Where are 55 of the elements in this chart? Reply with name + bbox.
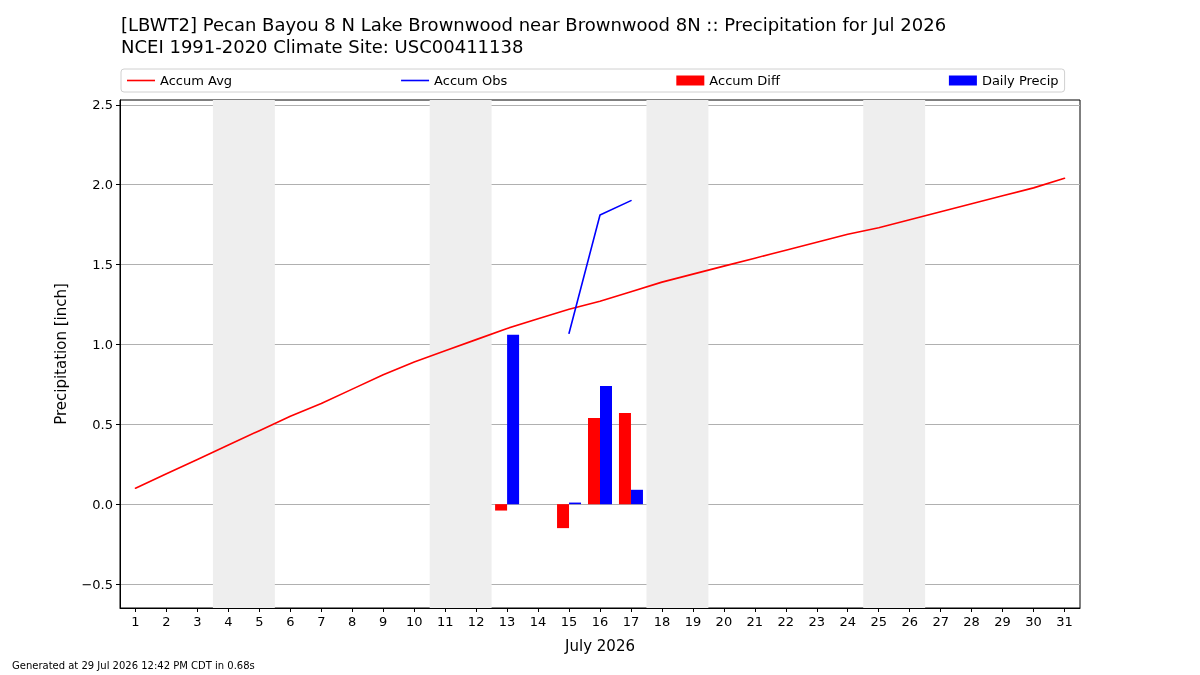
x-tick-label: 18 [653,614,671,629]
y-tick-label: −0.5 [81,576,113,592]
x-tick-label: 4 [224,614,233,629]
x-tick-label: 17 [622,614,640,629]
bar [557,504,570,529]
chart-subtitle: NCEI 1991-2020 Climate Site: USC00411138 [121,35,524,57]
x-tick-label: 22 [777,614,795,629]
y-tick-label: 1.0 [92,336,113,352]
x-tick-label: 14 [529,614,547,629]
x-tick-label: 10 [405,614,423,629]
y-tick-label: 0.5 [92,416,113,432]
x-tick-label: 28 [963,614,980,629]
legend-label: Accum Diff [709,73,781,88]
y-tick-label: 2.5 [92,97,113,113]
legend-label: Accum Obs [434,73,508,88]
x-tick-label: 13 [498,614,516,629]
x-tick-label: 8 [348,614,357,629]
x-tick-label: 26 [901,614,918,629]
x-tick-label: 2 [162,614,171,629]
legend-label: Accum Avg [160,73,233,88]
x-tick-label: 29 [994,614,1011,629]
text: Generated at 29 Jul 2026 12:42 PM CDT in 0.68s [12,659,255,671]
x-tick-label: 30 [1025,614,1042,629]
x-tick-label: 12 [467,614,485,629]
bar [507,334,520,505]
bar [588,417,600,505]
x-tick-label: 25 [870,614,887,629]
x-tick-label: 11 [436,614,454,629]
x-tick-label: 19 [684,614,702,629]
bar [495,504,508,511]
y-tick-label: 1.5 [92,257,113,273]
bar [600,385,612,505]
bar [630,489,643,505]
x-tick-label: 3 [193,614,202,629]
y-axis-title: Precipitation [inch] [51,283,70,425]
x-tick-label: 24 [839,614,857,629]
bar [618,413,631,505]
x-tick-label: 9 [379,614,388,629]
x-tick-label: 7 [317,614,326,629]
x-tick-label: 6 [286,614,295,629]
y-tick-label: 0.0 [92,496,113,512]
x-tick-label: 23 [808,614,826,629]
x-tick-label: 1 [131,614,140,629]
y-tick-label: 2.0 [92,177,113,193]
x-tick-label: 21 [746,614,764,629]
x-tick-label: 31 [1056,614,1073,629]
line-series [134,177,1066,489]
x-axis-title: July 2026 [564,636,635,655]
x-tick-label: 27 [932,614,949,629]
chart-title: [LBWT2] Pecan Bayou 8 N Lake Brownwood near Brownwood 8N :: Precipitation for Jul 2026 [121,13,947,35]
x-tick-label: 15 [560,614,578,629]
x-tick-label: 20 [715,614,733,629]
legend-label: Daily Precip [981,73,1059,88]
x-tick-label: 5 [255,614,264,629]
x-tick-label: 16 [591,614,609,629]
